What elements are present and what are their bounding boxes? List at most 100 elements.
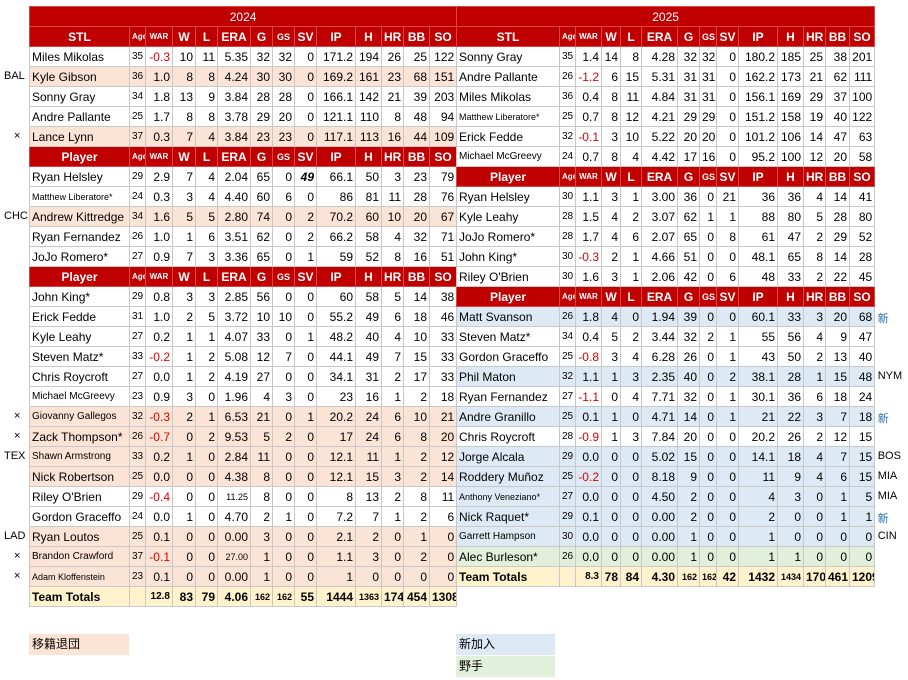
stat-l: 6 (195, 226, 218, 247)
legend-fielder-label: 野手 (459, 659, 484, 673)
stat-war: 1.0 (145, 226, 173, 247)
total-age (129, 586, 146, 607)
player-row: Andre Pallante 25 1.7 8 8 3.78 29 20 0 121.1 110 8 4… (29, 106, 458, 127)
total-so: 1209 (848, 566, 876, 587)
stat-w: 4 (601, 206, 621, 227)
stat-age: 34 (129, 86, 146, 107)
side-annotation: CHC (4, 209, 28, 222)
stat-gs: 0 (699, 246, 717, 267)
group-header-row: PlayerAgeWARWLERAGGSSVIPHHRBBSO (29, 146, 458, 167)
stat-gs: 0 (699, 386, 717, 407)
side-annotation: × (14, 429, 21, 442)
stat-ip: 34.1 (316, 366, 356, 387)
stat-sv: 1 (716, 346, 739, 367)
stat-l: 0 (620, 546, 642, 567)
stat-bb: 40 (825, 106, 850, 127)
stat-war: 1.1 (575, 186, 602, 207)
stat-war: 0.4 (575, 86, 602, 107)
stat-era: 4.19 (217, 366, 251, 387)
total-era: 4.06 (217, 586, 251, 607)
stat-gs: 0 (272, 446, 295, 467)
stat-era: 5.22 (641, 126, 678, 147)
stat-sv: 0 (716, 446, 739, 467)
stat-era: 0.00 (641, 546, 678, 567)
stat-hr: 6 (381, 306, 404, 327)
stat-g: 15 (677, 446, 700, 467)
stat-w: 1 (172, 226, 196, 247)
stat-sv: 0 (294, 386, 317, 407)
group-header-label: Player (456, 286, 560, 307)
stat-age: 29 (129, 166, 146, 187)
stat-w: 2 (601, 246, 621, 267)
stat-w: 10 (172, 46, 196, 67)
season-year-row: 2024 (28, 6, 458, 27)
stat-h: 0 (777, 506, 804, 527)
stat-so: 28 (848, 246, 876, 267)
stat-g: 32 (250, 46, 273, 67)
stat-so: 201 (848, 46, 876, 67)
total-sv: 55 (294, 586, 317, 607)
stat-so: 58 (848, 146, 876, 167)
stat-g: 60 (250, 186, 273, 207)
player-name: Andre Pallante (456, 66, 560, 87)
column-header-g: G (677, 286, 700, 307)
stat-g: 2 (677, 506, 700, 527)
stat-w: 3 (601, 266, 621, 287)
stat-age: 24 (129, 186, 146, 207)
stat-sv: 0 (716, 146, 739, 167)
stat-h: 142 (355, 86, 382, 107)
side-annotation: MIA (877, 489, 898, 502)
stat-gs: 28 (272, 86, 295, 107)
stat-bb: 2 (403, 546, 430, 567)
column-header-bb: BB (825, 26, 850, 47)
stat-h: 185 (777, 46, 804, 67)
player-row: Sonny Gray 35 1.4 14 8 4.28 32 32 0 180.2 185 25 38 2… (456, 46, 876, 67)
stat-bb: 7 (825, 406, 850, 427)
column-header-bb: BB (403, 266, 430, 287)
stat-era: 2.35 (641, 366, 678, 387)
side-annotation: LAD (4, 529, 26, 542)
stat-war: 0.1 (575, 406, 602, 427)
stat-era: 4.07 (217, 326, 251, 347)
stat-era: 3.44 (641, 326, 678, 347)
column-header-w: W (601, 166, 621, 187)
stat-era: 0.00 (217, 566, 251, 587)
stat-bb: 20 (825, 306, 850, 327)
stat-war: 0.0 (575, 446, 602, 467)
stat-gs: 0 (272, 406, 295, 427)
stat-g: 3 (250, 526, 273, 547)
column-header-w: W (172, 266, 196, 287)
stat-h: 49 (355, 346, 382, 367)
stat-gs: 30 (272, 66, 295, 87)
stat-h: 24 (355, 426, 382, 447)
stat-w: 8 (601, 106, 621, 127)
stat-ip: 70.2 (316, 206, 356, 227)
stat-w: 1 (172, 446, 196, 467)
player-name: Shawn Armstrong (29, 446, 130, 467)
stat-h: 26 (777, 426, 804, 447)
stat-g: 8 (250, 466, 273, 487)
stat-age: 27 (129, 246, 146, 267)
column-header-l: L (195, 266, 218, 287)
stat-bb: 28 (825, 206, 850, 227)
player-row: Adam Kloffenstein 23 0.1 0 0 0.00 1 0 0 1 0 0 0 0 (29, 566, 458, 587)
stat-h: 0 (355, 566, 382, 587)
column-header-bb: BB (403, 146, 430, 167)
stat-era: 2.85 (217, 286, 251, 307)
stat-bb: 1 (403, 526, 430, 547)
stat-l: 4 (195, 186, 218, 207)
stat-age: 35 (129, 46, 146, 67)
stat-w: 1 (172, 366, 196, 387)
stat-h: 100 (777, 146, 804, 167)
stat-era: 7.71 (641, 386, 678, 407)
player-row: Brandon Crawford 37 -0.1 0 0 27.00 1 0 0 1.1 3 0 2 0 (29, 546, 458, 567)
stat-age: 34 (559, 326, 576, 347)
stat-hr: 12 (803, 146, 826, 167)
stat-so: 15 (848, 426, 876, 447)
stat-w: 1 (601, 366, 621, 387)
stat-age: 25 (129, 466, 146, 487)
stat-war: 0.1 (145, 566, 173, 587)
stat-era: 27.00 (217, 546, 251, 567)
stat-bb: 9 (825, 326, 850, 347)
stat-ip: 23 (316, 386, 356, 407)
